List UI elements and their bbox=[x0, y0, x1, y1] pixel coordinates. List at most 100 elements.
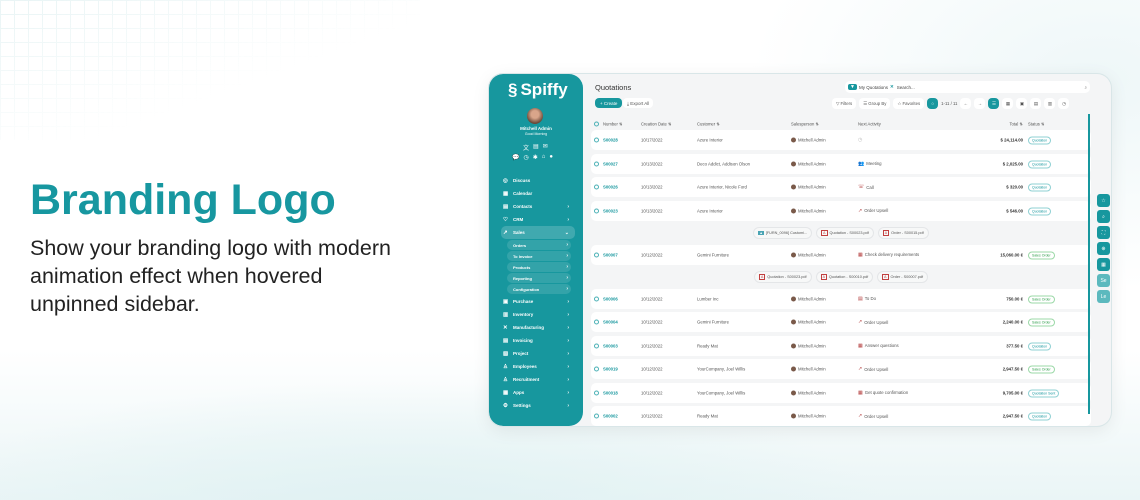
header-total[interactable]: Total ⇅ bbox=[1009, 121, 1023, 127]
header-salesperson[interactable]: Salesperson ⇅ bbox=[791, 121, 819, 127]
row-checkbox[interactable] bbox=[594, 296, 599, 301]
sidebar-item-configuration[interactable]: Configuration › bbox=[507, 284, 571, 294]
sidebar-item-purchase[interactable]: ▣ Purchase › bbox=[501, 295, 575, 308]
next-activity[interactable]: ▦ Get quote confirmation bbox=[858, 390, 908, 396]
next-activity[interactable]: ▦ Check delivery requirements bbox=[858, 252, 919, 258]
order-number[interactable]: S00003 bbox=[603, 343, 618, 348]
next-activity[interactable]: ▦ Answer questions bbox=[858, 343, 899, 349]
clock-icon[interactable]: ◷ bbox=[523, 155, 529, 161]
user-avatar[interactable] bbox=[527, 108, 543, 124]
attachment-chip[interactable]: A Quotation - S00023.pdf bbox=[816, 226, 874, 239]
order-number[interactable]: S00006 bbox=[603, 296, 618, 301]
sidebar-item-apps[interactable]: ▦ Apps › bbox=[501, 386, 575, 399]
shortcut-button[interactable]: Le bbox=[1097, 290, 1110, 303]
sidebar-item-orders[interactable]: Orders › bbox=[507, 240, 571, 250]
bug-icon[interactable]: ✱ bbox=[532, 155, 538, 161]
group-by-button[interactable]: ☰ Group By bbox=[859, 98, 891, 109]
attachment-chip[interactable]: A Order - S00007.pdf bbox=[877, 270, 929, 283]
search-bar[interactable]: ▼ My Quotations ✕ Search... ⌕ bbox=[845, 81, 1090, 93]
table-row[interactable]: S00004 10/12/2022 Gemini Furniture Mitch… bbox=[591, 312, 1091, 332]
sidebar-item-contacts[interactable]: ▤ Contacts › bbox=[501, 200, 575, 213]
sidebar-item-reporting[interactable]: Reporting › bbox=[507, 273, 571, 283]
header-status[interactable]: Status ⇅ bbox=[1028, 121, 1045, 127]
order-number[interactable]: S00019 bbox=[603, 366, 618, 372]
graph-view-button[interactable]: ▥ bbox=[1044, 98, 1056, 109]
table-row[interactable]: S00007 10/12/2022 Gemini Furniture Mitch… bbox=[591, 244, 1091, 265]
refresh-button[interactable]: ○ bbox=[927, 98, 939, 109]
header-activity[interactable]: Next Activity bbox=[858, 121, 881, 127]
row-checkbox[interactable] bbox=[594, 161, 599, 166]
table-row[interactable]: S00019 10/12/2022 YourCompany, Joel Will… bbox=[591, 359, 1091, 379]
bulb-icon[interactable]: ● bbox=[549, 154, 554, 160]
activity-view-button[interactable]: ◷ bbox=[1058, 98, 1070, 109]
kanban-view-button[interactable]: ▦ bbox=[1002, 98, 1014, 109]
table-row[interactable]: S00028 10/17/2022 Azure Interior Mitchel… bbox=[591, 130, 1091, 150]
sidebar-item-settings[interactable]: ⚙ Settings › bbox=[501, 399, 575, 412]
export-all-button[interactable]: ⤓ Export All bbox=[623, 98, 654, 108]
row-checkbox[interactable] bbox=[594, 252, 599, 257]
chat-icon[interactable]: 💬 bbox=[512, 155, 520, 161]
sidebar-item-recruitment[interactable]: ♙ Recruitment › bbox=[501, 373, 575, 386]
next-activity[interactable]: ▤ To Do bbox=[858, 296, 876, 302]
sidebar-item-employees[interactable]: ♙ Employees › bbox=[501, 360, 575, 373]
table-row[interactable]: S00026 10/13/2022 Azure Interior, Nicole… bbox=[591, 177, 1091, 197]
order-number[interactable]: S00002 bbox=[603, 413, 618, 419]
next-page-button[interactable]: → bbox=[974, 98, 986, 109]
order-number[interactable]: S00018 bbox=[603, 390, 618, 395]
next-activity[interactable]: ↗ Order Upsell bbox=[858, 208, 888, 214]
header-number[interactable]: Number ⇅ bbox=[603, 121, 623, 127]
search-facet[interactable]: ▼ My Quotations ✕ bbox=[848, 84, 894, 90]
next-activity[interactable]: ☏ Call bbox=[858, 184, 874, 190]
search-input[interactable]: Search... bbox=[896, 84, 915, 90]
star-icon[interactable]: ☆ bbox=[1097, 194, 1110, 207]
sidebar-item-products[interactable]: Products › bbox=[507, 262, 571, 272]
next-activity[interactable]: ↗ Order Upsell bbox=[858, 413, 888, 419]
mail-icon[interactable]: ✉ bbox=[542, 144, 548, 150]
table-row[interactable]: S00023 10/13/2022 Azure Interior Mitchel… bbox=[591, 200, 1091, 221]
attachment-chip[interactable]: A Quotation - S00023.pdf bbox=[753, 270, 812, 283]
scrollbar[interactable] bbox=[1088, 114, 1090, 414]
favorites-button[interactable]: ☆ Favorites bbox=[893, 98, 925, 109]
prev-page-button[interactable]: ← bbox=[960, 98, 972, 109]
table-row[interactable]: S00003 10/12/2022 Ready Mat Mitchell Adm… bbox=[591, 335, 1091, 356]
select-all-checkbox[interactable] bbox=[594, 121, 599, 127]
header-customer[interactable]: Customer ⇅ bbox=[697, 121, 720, 127]
attachment-chip[interactable]: A Quotation - S00010.pdf bbox=[815, 270, 874, 283]
calendar-view-button[interactable]: ▣ bbox=[1016, 98, 1028, 109]
pivot-view-button[interactable]: ▤ bbox=[1030, 98, 1042, 109]
table-row[interactable]: S00006 10/12/2022 Lumber Inc Mitchell Ad… bbox=[591, 288, 1091, 309]
row-checkbox[interactable] bbox=[594, 208, 599, 213]
order-number[interactable]: S00007 bbox=[603, 252, 618, 257]
order-number[interactable]: S00004 bbox=[603, 319, 618, 325]
filters-button[interactable]: ▽ Filters bbox=[832, 98, 857, 109]
table-row[interactable]: S00018 10/12/2022 YourCompany, Joel Will… bbox=[591, 382, 1091, 403]
next-activity[interactable]: ◷ bbox=[858, 137, 864, 143]
list-view-button[interactable]: ☰ bbox=[988, 98, 1000, 109]
row-checkbox[interactable] bbox=[594, 343, 599, 348]
header-date[interactable]: Creation Date ⇅ bbox=[641, 121, 672, 127]
sidebar-item-to-invoice[interactable]: To Invoice › bbox=[507, 251, 571, 261]
grid-icon[interactable]: ▦ bbox=[1097, 258, 1110, 271]
shortcut-button[interactable]: Se bbox=[1097, 274, 1110, 287]
row-checkbox[interactable] bbox=[594, 137, 599, 143]
translate-icon[interactable]: 文 bbox=[523, 146, 530, 152]
row-checkbox[interactable] bbox=[594, 184, 599, 190]
sidebar-item-invoicing[interactable]: ▤ Invoicing › bbox=[501, 334, 575, 347]
order-number[interactable]: S00023 bbox=[603, 208, 618, 213]
sidebar-item-project[interactable]: ▧ Project › bbox=[501, 347, 575, 360]
attachment-chip[interactable]: A Order - S00015.pdf bbox=[877, 226, 929, 239]
next-activity[interactable]: ↗ Order Upsell bbox=[858, 319, 888, 325]
sidebar-item-inventory[interactable]: ▥ Inventory › bbox=[501, 308, 575, 321]
row-checkbox[interactable] bbox=[594, 413, 599, 419]
order-number[interactable]: S00026 bbox=[603, 184, 618, 190]
remove-facet-icon[interactable]: ✕ bbox=[889, 84, 894, 89]
attachment-chip[interactable]: ▲ [FURN_0096] Customi... bbox=[753, 226, 813, 239]
sidebar-item-crm[interactable]: ♡ CRM › bbox=[501, 213, 575, 226]
order-number[interactable]: S00028 bbox=[603, 137, 618, 143]
search-icon[interactable]: ⌕ bbox=[1084, 84, 1087, 90]
document-icon[interactable]: ▤ bbox=[533, 144, 539, 150]
fullscreen-icon[interactable]: ⛶ bbox=[1097, 226, 1110, 239]
sidebar-item-calendar[interactable]: ▦ Calendar bbox=[501, 187, 575, 200]
lock-icon[interactable]: ⌂ bbox=[541, 154, 546, 160]
table-row[interactable]: S00002 10/12/2022 Ready Mat Mitchell Adm… bbox=[591, 406, 1091, 426]
